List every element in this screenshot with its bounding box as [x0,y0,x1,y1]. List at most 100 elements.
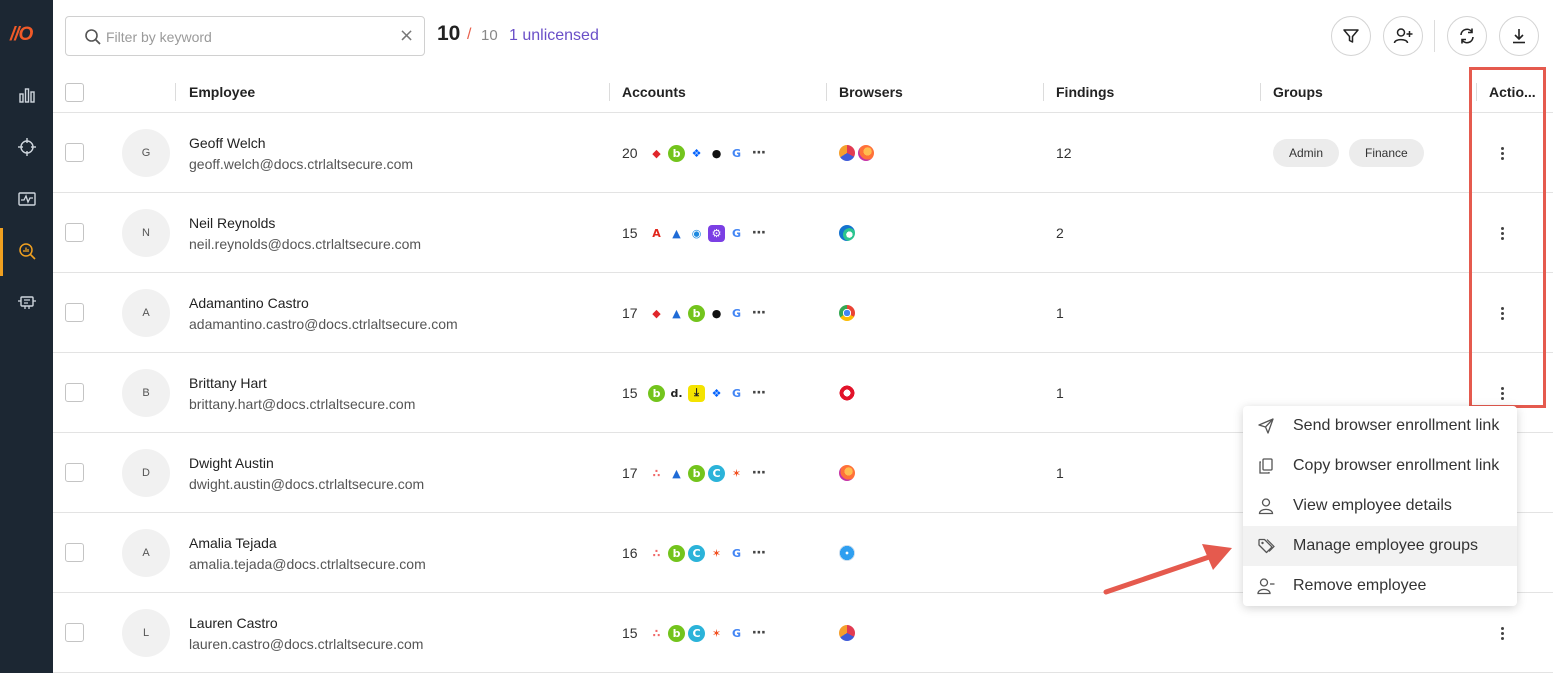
crosshair-icon[interactable] [17,137,37,157]
menu-item-label: Remove employee [1293,577,1427,594]
row-checkbox[interactable] [65,543,84,562]
google-icon: G [728,224,745,242]
account-icons: ∴ b C ✶ G ⋯ [648,544,767,562]
more-accounts-icon[interactable]: ⋯ [752,225,767,241]
header-findings[interactable]: Findings [1056,84,1115,100]
header-groups[interactable]: Groups [1273,84,1323,100]
employee-name[interactable]: Adamantino Castro [189,295,309,311]
unlicensed-link[interactable]: 1 unlicensed [509,27,599,44]
atlassian-icon: ▲ [668,224,685,242]
arc-icon [839,145,855,161]
table-row[interactable]: N Neil Reynolds neil.reynolds@docs.ctrlalt… [53,193,1553,273]
employee-name[interactable]: Amalia Tejada [189,535,277,551]
browser-icons [839,465,855,481]
row-checkbox[interactable] [65,463,84,482]
more-accounts-icon[interactable]: ⋯ [752,545,767,561]
device-icon[interactable] [17,292,37,312]
edge-icon [839,225,855,241]
purple-gear-icon: ⚙ [708,224,725,242]
account-count: 15 [622,625,638,641]
atlassian-icon: ▲ [668,464,685,482]
figma-icon: ✶ [708,544,725,562]
row-actions-kebab-icon[interactable] [1495,621,1509,645]
clear-search-icon[interactable]: × [399,25,415,46]
account-count: 16 [622,545,638,561]
table-row[interactable]: A Adamantino Castro adamantino.castro@docs… [53,273,1553,353]
more-accounts-icon[interactable]: ⋯ [752,385,767,401]
more-accounts-icon[interactable]: ⋯ [752,465,767,481]
select-all-checkbox[interactable] [65,83,84,102]
account-count: 17 [622,465,638,481]
more-accounts-icon[interactable]: ⋯ [752,145,767,161]
menu-item-remove-employee[interactable]: Remove employee [1243,566,1517,606]
avatar: N [122,209,170,257]
refresh-icon [1460,28,1474,44]
group-chip[interactable]: Admin [1273,139,1340,167]
browser-icons [839,225,855,241]
download-button[interactable] [1499,16,1539,56]
more-accounts-icon[interactable]: ⋯ [752,305,767,321]
copy-icon [1259,458,1273,474]
avatar: A [122,529,170,577]
search-box: × [65,16,425,56]
refresh-button[interactable] [1447,16,1487,56]
figma-icon: ✶ [708,624,725,642]
avatar: D [122,449,170,497]
d-dot-icon: d. [668,384,685,402]
column-divider [1043,83,1044,101]
row-checkbox[interactable] [65,623,84,642]
avatar: G [122,129,170,177]
menu-item-send-enrollment[interactable]: Send browser enrollment link [1243,406,1517,446]
menu-item-manage-groups[interactable]: Manage employee groups [1243,526,1517,566]
search-analytics-icon[interactable] [17,241,37,261]
row-checkbox[interactable] [65,143,84,162]
column-divider [1260,83,1261,101]
search-input[interactable] [106,26,386,48]
send-icon [1258,418,1274,434]
add-user-icon [1393,28,1413,44]
employee-email: lauren.castro@docs.ctrlaltsecure.com [189,636,424,652]
row-actions-kebab-icon[interactable] [1495,141,1509,165]
header-employee[interactable]: Employee [189,84,256,100]
row-actions-kebab-icon[interactable] [1495,301,1509,325]
account-count: 15 [622,225,638,241]
activity-icon[interactable] [17,189,37,209]
account-icons: A ▲ ◉ ⚙ G ⋯ [648,224,767,242]
menu-item-view-details[interactable]: View employee details [1243,486,1517,526]
arc-icon [839,625,855,641]
github-icon: ● [708,144,725,162]
row-actions-kebab-icon[interactable] [1495,381,1509,405]
menu-item-label: Copy browser enrollment link [1293,457,1500,474]
header-browsers[interactable]: Browsers [839,84,903,100]
employee-actions-menu: Send browser enrollment link Copy browse… [1243,406,1517,606]
findings-count: 2 [1056,225,1064,241]
employee-name[interactable]: Geoff Welch [189,135,266,151]
filter-button[interactable] [1331,16,1371,56]
google-icon: G [728,144,745,162]
add-employee-button[interactable] [1383,16,1423,56]
bamboo-icon: b [668,624,685,642]
header-actions[interactable]: Actio... [1489,84,1536,100]
row-checkbox[interactable] [65,223,84,242]
group-chip[interactable]: Finance [1349,139,1424,167]
header-accounts[interactable]: Accounts [622,84,686,100]
menu-item-copy-enrollment[interactable]: Copy browser enrollment link [1243,446,1517,486]
row-checkbox[interactable] [65,383,84,402]
employee-name[interactable]: Neil Reynolds [189,215,276,231]
employee-name[interactable]: Brittany Hart [189,375,267,391]
asana-icon: ∴ [648,624,665,642]
dot-blue-icon: ◉ [688,224,705,242]
employee-name[interactable]: Dwight Austin [189,455,274,471]
chart-icon[interactable] [17,85,37,105]
bamboo-icon: b [668,144,685,162]
table-row[interactable]: G Geoff Welch geoff.welch@docs.ctrlaltsecu… [53,113,1553,193]
employee-total: 10 [481,27,498,44]
row-actions-kebab-icon[interactable] [1495,221,1509,245]
asana-icon: ∴ [648,464,665,482]
employee-name[interactable]: Lauren Castro [189,615,278,631]
more-accounts-icon[interactable]: ⋯ [752,625,767,641]
row-checkbox[interactable] [65,303,84,322]
toolbar-divider [1434,20,1435,52]
avatar: L [122,609,170,657]
table-row[interactable]: B Brittany Hart brittany.hart@docs.ctrlalt… [53,353,1553,433]
